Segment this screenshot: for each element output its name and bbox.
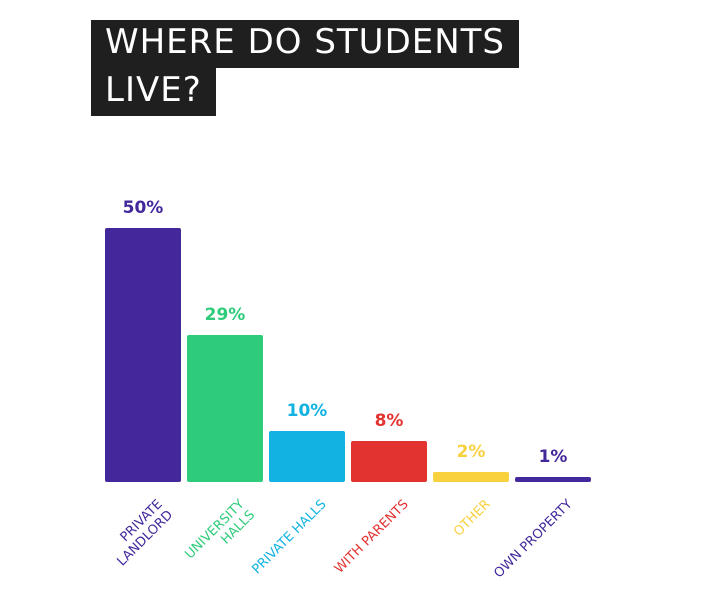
bar [105, 228, 181, 482]
category-label: OWN PROPERTY [491, 497, 576, 582]
bar [433, 471, 509, 482]
value-label: 10% [286, 401, 328, 422]
chart-title-box: WHERE DO STUDENTS LIVE? [91, 18, 520, 116]
value-label: 2% [456, 441, 486, 462]
category-label: UNIVERSITY HALLS [182, 497, 259, 563]
category-label: WITH PARENTS [331, 497, 412, 577]
bar [269, 431, 345, 482]
bar [187, 334, 263, 482]
category-label: PRIVATE HALLS [249, 497, 330, 578]
bar [351, 441, 427, 482]
value-label: 8% [374, 411, 404, 432]
category-label: OTHER [451, 497, 494, 540]
value-label: 29% [204, 304, 246, 325]
bar [515, 476, 591, 482]
value-label: 50% [122, 198, 164, 218]
category-label: PRIVATE LANDLORD [114, 497, 177, 570]
value-label: 1% [538, 446, 568, 467]
chart-title: WHERE DO STUDENTS LIVE? [91, 20, 520, 116]
